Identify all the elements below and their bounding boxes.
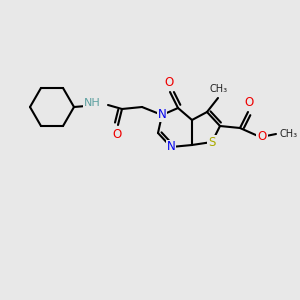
Text: S: S — [208, 136, 216, 148]
Text: O: O — [257, 130, 267, 142]
Text: O: O — [244, 97, 253, 110]
Text: CH₃: CH₃ — [210, 84, 228, 94]
Text: O: O — [164, 76, 174, 89]
Text: N: N — [158, 109, 166, 122]
Text: N: N — [167, 140, 176, 154]
Text: CH₃: CH₃ — [280, 129, 298, 139]
Text: NH: NH — [84, 98, 101, 108]
Text: O: O — [112, 128, 122, 140]
